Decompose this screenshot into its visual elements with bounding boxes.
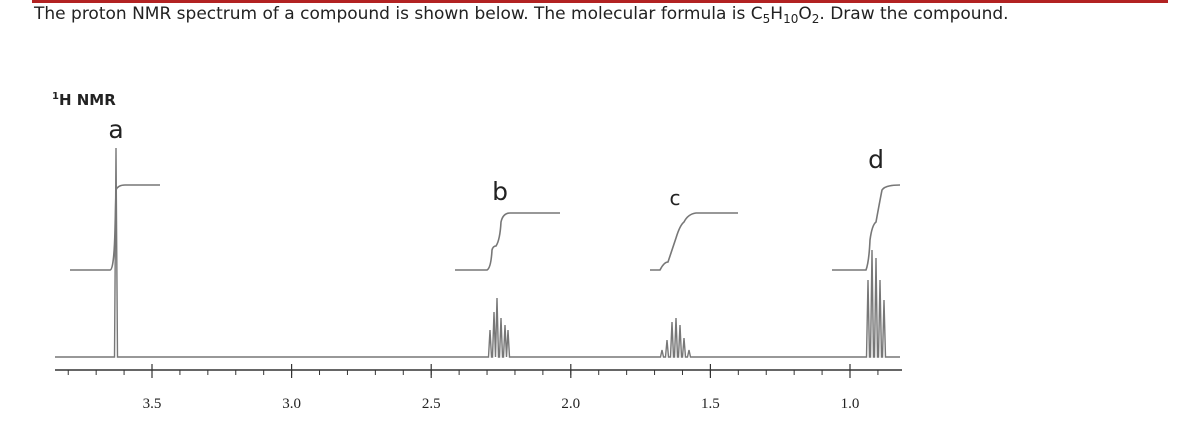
question: The proton NMR spectrum of a compound is… bbox=[34, 4, 1009, 26]
tick-label: 3.0 bbox=[282, 396, 301, 412]
question-text: . Draw the compound. bbox=[819, 4, 1009, 24]
integration-curve bbox=[455, 212, 560, 271]
top-rule bbox=[32, 0, 1168, 3]
tick-label: 3.5 bbox=[143, 396, 162, 412]
peak-label: a bbox=[108, 115, 123, 144]
formula-count: 10 bbox=[783, 12, 799, 26]
spectrum-label: 1H NMR bbox=[52, 91, 116, 109]
nucleus-mass: 1 bbox=[52, 91, 59, 102]
tick-label: 1.5 bbox=[701, 396, 720, 412]
formula: C5H10O2 bbox=[750, 4, 820, 26]
integration-curve bbox=[832, 184, 901, 271]
formula-element: H bbox=[770, 4, 784, 24]
peak-label: c bbox=[670, 186, 681, 210]
spectrum-trace bbox=[55, 147, 900, 358]
tick-label: 1.0 bbox=[841, 396, 860, 412]
formula-element: O bbox=[798, 4, 812, 24]
formula-count: 5 bbox=[762, 12, 771, 26]
peak-label: b bbox=[492, 177, 508, 206]
formula-count: 2 bbox=[811, 12, 820, 26]
peak-label: d bbox=[868, 145, 884, 174]
integration-curve bbox=[650, 212, 738, 271]
tick-label: 2.0 bbox=[561, 396, 580, 412]
nucleus-label: H NMR bbox=[59, 91, 116, 109]
formula-element: C bbox=[750, 4, 763, 24]
tick-label: 2.5 bbox=[422, 396, 441, 412]
question-text: The proton NMR spectrum of a compound is… bbox=[34, 4, 751, 24]
axis-ticks: 3.5 3.0 2.5 2.0 1.5 1.0 bbox=[67, 364, 879, 412]
